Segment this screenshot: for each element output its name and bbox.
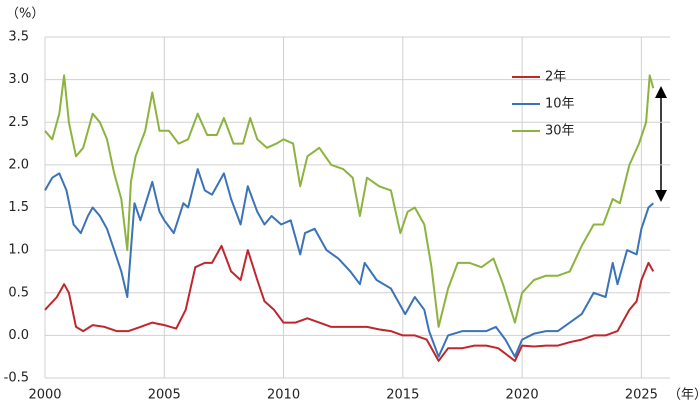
y-tick-label: 0.5 [8,285,29,300]
legend-label: 2年 [545,70,566,85]
y-tick-label: 2.0 [8,157,29,172]
y-tick-label: 3.0 [8,72,29,87]
series-line [44,168,654,358]
y-tick-label: 1.0 [8,243,29,258]
x-tick-label: 2015 [386,388,419,403]
y-tick-label: 2.5 [8,115,29,130]
x-unit: （年） [668,388,700,403]
legend-label: 30年 [545,124,575,139]
series-line [44,74,655,328]
y-tick-label: -0.5 [4,371,29,386]
y-unit: （%） [6,7,44,22]
x-tick-label: 2005 [148,388,181,403]
y-tick-label: 0.0 [8,328,29,343]
series-line [44,244,655,362]
x-tick-label: 2010 [267,388,300,403]
x-tick-label: 2020 [506,388,539,403]
y-tick-label: 3.5 [8,30,29,45]
legend-label: 10年 [545,97,575,112]
y-tick-label: 1.5 [8,200,29,215]
x-tick-label: 2000 [28,388,61,403]
x-tick-label: 2025 [625,388,658,403]
